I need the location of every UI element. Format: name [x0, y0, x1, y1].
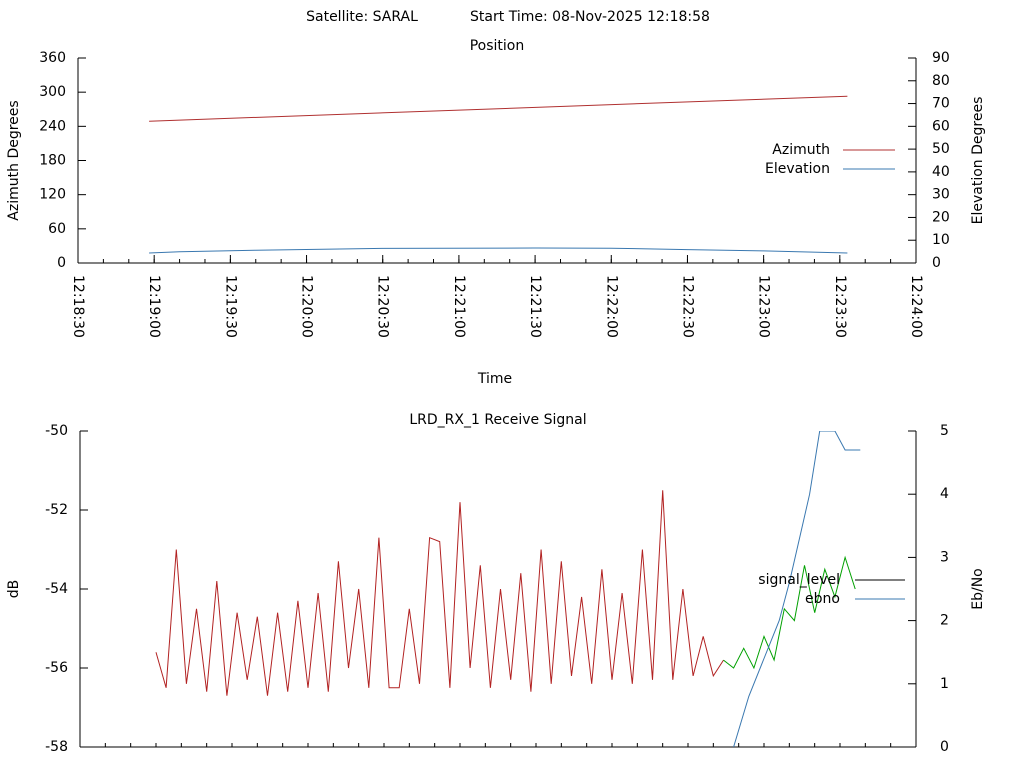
y2-tick-label: 0	[940, 739, 949, 755]
series-line	[149, 247, 848, 254]
x-tick-label: 12:23:00	[756, 275, 772, 338]
y-axis-label: Azimuth Degrees	[6, 100, 22, 220]
y-tick-label: 300	[39, 84, 66, 100]
series-line	[723, 555, 856, 670]
y2-tick-label: 4	[940, 486, 949, 502]
y-tick-label: -56	[45, 660, 68, 676]
x-axis-label: Time	[477, 371, 512, 387]
y2-tick-label: 1	[940, 676, 949, 692]
x-tick-label: 12:20:00	[299, 275, 315, 338]
x-tick-label: 12:21:00	[451, 275, 467, 338]
x-tick-label: 12:23:30	[832, 275, 848, 338]
start-time: Start Time: 08-Nov-2025 12:18:58	[470, 9, 710, 25]
y-tick-label: 0	[57, 255, 66, 271]
y-tick-label: 240	[39, 118, 66, 134]
y2-axis-label: Elevation Degrees	[970, 97, 986, 225]
y-tick-label: -50	[45, 423, 68, 439]
legend-label: signal_level	[758, 572, 840, 588]
y2-tick-label: 60	[932, 118, 950, 134]
legend-label: Azimuth	[772, 142, 830, 158]
y2-tick-label: 3	[940, 549, 949, 565]
series-line	[733, 431, 861, 747]
y2-tick-label: 80	[932, 73, 950, 89]
y2-tick-label: 30	[932, 187, 950, 203]
series-line	[149, 95, 848, 122]
y2-tick-label: 20	[932, 209, 950, 225]
y2-axis-label: Eb/No	[970, 568, 986, 610]
y-tick-label: -52	[45, 502, 68, 518]
chart-title: Position	[470, 38, 525, 54]
y2-tick-label: 50	[932, 141, 950, 157]
y-tick-label: -54	[45, 581, 68, 597]
y2-tick-label: 10	[932, 232, 950, 248]
x-tick-label: 12:21:30	[527, 275, 543, 338]
chart-title: LRD_RX_1 Receive Signal	[409, 412, 586, 428]
x-tick-label: 12:20:30	[375, 275, 391, 338]
y2-tick-label: 0	[932, 255, 941, 271]
y-tick-label: -58	[45, 739, 68, 755]
series-line	[155, 490, 724, 696]
x-tick-label: 12:24:00	[908, 275, 924, 338]
y-tick-label: 180	[39, 153, 66, 169]
y-axis-label: dB	[6, 580, 22, 599]
y2-tick-label: 5	[940, 423, 949, 439]
plot-area	[149, 95, 848, 254]
legend-label: Elevation	[765, 161, 830, 177]
plot-area	[155, 431, 861, 747]
y-tick-label: 360	[39, 50, 66, 66]
legend-label: ebno	[805, 591, 840, 607]
x-tick-label: 12:22:00	[603, 275, 619, 338]
x-tick-label: 12:22:30	[679, 275, 695, 338]
x-tick-label: 12:18:30	[70, 275, 86, 338]
satellite-title: Satellite: SARAL	[306, 9, 418, 25]
y2-tick-label: 2	[940, 613, 949, 629]
y2-tick-label: 40	[932, 164, 950, 180]
y2-tick-label: 70	[932, 96, 950, 112]
x-tick-label: 12:19:00	[146, 275, 162, 338]
y2-tick-label: 90	[932, 50, 950, 66]
y-tick-label: 60	[48, 221, 66, 237]
x-tick-label: 12:19:30	[222, 275, 238, 338]
y-tick-label: 120	[39, 187, 66, 203]
